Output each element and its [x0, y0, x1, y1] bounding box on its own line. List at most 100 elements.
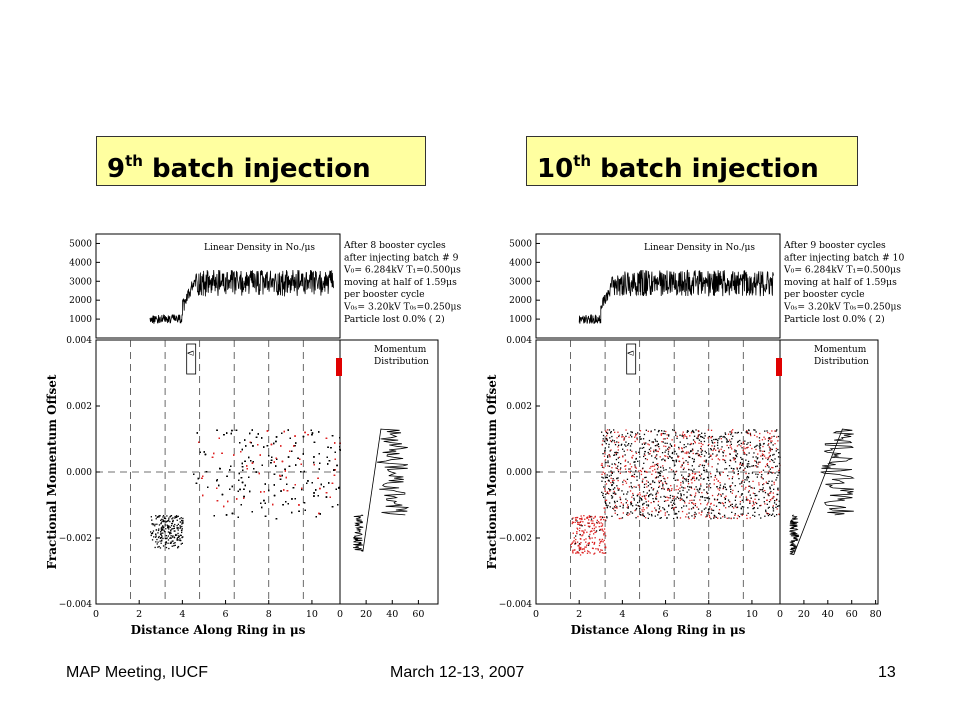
particle-point — [644, 451, 646, 453]
particle-point — [174, 542, 176, 544]
particle-point — [656, 476, 658, 479]
particle-point-red — [667, 497, 670, 499]
particle-point — [718, 512, 720, 514]
particle-point-red — [626, 506, 628, 509]
particle-point — [697, 508, 700, 510]
particle-point — [675, 506, 677, 508]
particle-point — [642, 438, 645, 440]
particle-point — [769, 454, 771, 457]
particle-point-red — [578, 547, 580, 549]
particle-point — [614, 487, 616, 489]
particle-point-red — [646, 486, 648, 488]
particle-point — [626, 478, 629, 480]
particle-point — [674, 479, 676, 481]
particle-point-red — [579, 518, 581, 520]
particle-point — [295, 464, 297, 466]
particle-point — [636, 475, 638, 478]
particle-point — [708, 453, 710, 455]
particle-point — [732, 468, 734, 470]
particle-point — [171, 518, 173, 520]
particle-point — [682, 435, 684, 437]
particle-point — [643, 446, 645, 449]
particle-point — [703, 478, 705, 480]
particle-point — [744, 440, 746, 442]
particle-point — [714, 438, 717, 441]
particle-point — [640, 497, 642, 500]
particle-point — [238, 479, 240, 481]
particle-point-red — [619, 472, 621, 474]
particle-point — [682, 476, 684, 478]
particle-point — [761, 454, 764, 457]
particle-point — [774, 500, 776, 502]
particle-point-red — [572, 521, 574, 524]
particle-point-red — [622, 436, 624, 438]
particle-point-red — [739, 496, 741, 498]
particle-point — [177, 536, 180, 538]
particle-point — [627, 432, 629, 435]
particle-point-red — [675, 489, 677, 491]
particle-point-red — [674, 431, 677, 433]
particle-point-red — [603, 507, 605, 509]
particle-point-red — [579, 547, 581, 550]
particle-point — [756, 502, 758, 505]
particle-point — [703, 464, 706, 467]
particle-point — [170, 535, 172, 537]
particle-point-red — [667, 499, 669, 501]
particle-point — [174, 517, 176, 519]
particle-point — [672, 506, 674, 509]
particle-point-red — [699, 475, 702, 477]
particle-point — [245, 445, 247, 447]
particle-point-red — [588, 522, 590, 524]
footer-meeting: MAP Meeting, IUCF — [66, 664, 208, 681]
particle-point — [737, 440, 739, 442]
linear-density-frame — [535, 233, 781, 339]
particle-point — [165, 535, 167, 537]
particle-point-red — [617, 441, 620, 444]
particle-point — [720, 502, 722, 504]
particle-point-red — [223, 505, 225, 508]
y-tick-label: 0.004 — [66, 336, 92, 346]
particle-point-red — [690, 432, 693, 434]
particle-point-red — [725, 507, 727, 509]
particle-point-red — [604, 452, 606, 454]
particle-point-red — [611, 479, 614, 482]
particle-point — [716, 444, 719, 446]
particle-point — [742, 506, 745, 508]
particle-point-red — [601, 528, 603, 530]
particle-point — [273, 494, 276, 497]
particle-point — [701, 450, 704, 452]
particle-point-red — [233, 454, 235, 456]
particle-point-red — [605, 499, 607, 502]
particle-point-red — [602, 471, 604, 473]
particle-point — [716, 470, 718, 472]
particle-point-red — [581, 551, 583, 554]
particle-point-red — [713, 516, 715, 518]
particle-point — [287, 503, 289, 505]
particle-point — [605, 443, 607, 445]
particle-point — [778, 462, 781, 465]
particle-point — [181, 525, 183, 528]
particle-point — [656, 458, 658, 460]
particle-point — [643, 455, 645, 458]
particle-point — [161, 535, 163, 537]
particle-point-red — [721, 502, 724, 504]
particle-point — [648, 495, 650, 498]
particle-point — [331, 506, 334, 508]
particle-point — [740, 432, 743, 434]
particle-point — [697, 437, 699, 440]
particle-point — [675, 512, 677, 515]
particle-point — [660, 466, 662, 468]
particle-point — [705, 459, 708, 462]
particle-point-red — [624, 459, 627, 461]
particle-point-red — [770, 440, 772, 442]
particle-point — [170, 515, 173, 517]
particle-point — [652, 498, 654, 500]
particle-point-red — [723, 450, 725, 452]
particle-point — [761, 489, 763, 491]
particle-point — [268, 455, 270, 457]
particle-point-red — [576, 532, 578, 534]
particle-point — [619, 505, 621, 507]
particle-point-red — [758, 440, 761, 442]
particle-point-red — [279, 475, 282, 477]
